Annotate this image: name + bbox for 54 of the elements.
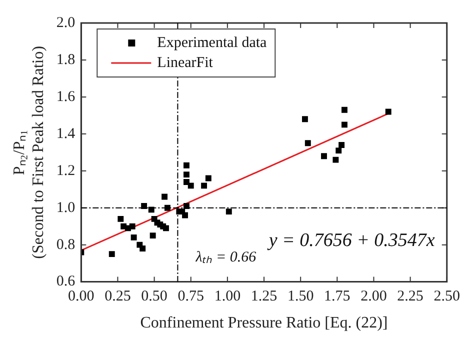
point bbox=[385, 108, 392, 115]
point bbox=[341, 122, 348, 128]
x-tick-label: 2.25 bbox=[397, 288, 424, 305]
y-tick-label: 1.2 bbox=[56, 162, 76, 179]
x-axis-title: Confinement Pressure Ratio [Eq. (22)] bbox=[140, 314, 388, 332]
point bbox=[304, 140, 311, 146]
point bbox=[163, 225, 169, 232]
point bbox=[184, 203, 190, 209]
y-tick-label: 1.8 bbox=[56, 52, 76, 68]
x-tick-label: 0.50 bbox=[141, 288, 168, 305]
x-tick-label: 1.75 bbox=[324, 288, 350, 305]
point bbox=[205, 175, 212, 182]
point bbox=[108, 251, 115, 258]
x-tick-label: 1.50 bbox=[287, 288, 314, 305]
point bbox=[336, 148, 342, 154]
point bbox=[302, 116, 308, 122]
point bbox=[150, 232, 156, 239]
x-tick-label: 0.25 bbox=[104, 288, 131, 305]
legend-label: Experimental data bbox=[157, 34, 268, 51]
y-tick-label: 1.4 bbox=[56, 126, 76, 142]
y-tick-label: 1.6 bbox=[56, 88, 76, 105]
x-tick-label: 1.25 bbox=[250, 288, 278, 305]
point bbox=[184, 172, 190, 178]
y-tick-label: 0.8 bbox=[56, 236, 76, 253]
point bbox=[130, 234, 137, 240]
legend-label: LinearFit bbox=[157, 54, 214, 71]
point bbox=[338, 142, 345, 148]
point bbox=[332, 156, 339, 163]
x-tick-label: 0.75 bbox=[178, 288, 204, 305]
point bbox=[226, 208, 232, 215]
x-tick-label: 2.00 bbox=[360, 288, 387, 305]
point bbox=[141, 203, 148, 209]
point bbox=[341, 106, 348, 113]
point bbox=[162, 194, 168, 200]
point bbox=[201, 182, 208, 189]
ref-line-label: λₜₕ = 0.66 bbox=[194, 250, 257, 266]
annotation: y = 0.7656 + 0.3547x bbox=[266, 230, 436, 252]
y-tick-label: 2.0 bbox=[56, 14, 76, 31]
y-axis-title: Pₙ₂/Pₙ₁ (Second to First Peak load Ratio) bbox=[10, 46, 48, 259]
y-tick-label: 1.0 bbox=[56, 200, 76, 216]
x-tick-label: 1.00 bbox=[214, 288, 241, 305]
point bbox=[118, 216, 124, 222]
point bbox=[184, 162, 190, 168]
point bbox=[182, 212, 188, 218]
point bbox=[164, 204, 170, 211]
point bbox=[129, 223, 136, 230]
y-tick-label: 0.6 bbox=[56, 274, 76, 290]
point bbox=[188, 182, 194, 189]
point bbox=[321, 153, 327, 160]
point bbox=[148, 206, 154, 213]
x-tick-label: 0.00 bbox=[68, 288, 94, 305]
point bbox=[184, 179, 190, 185]
point bbox=[140, 246, 146, 252]
x-tick-label: 2.50 bbox=[434, 288, 460, 305]
